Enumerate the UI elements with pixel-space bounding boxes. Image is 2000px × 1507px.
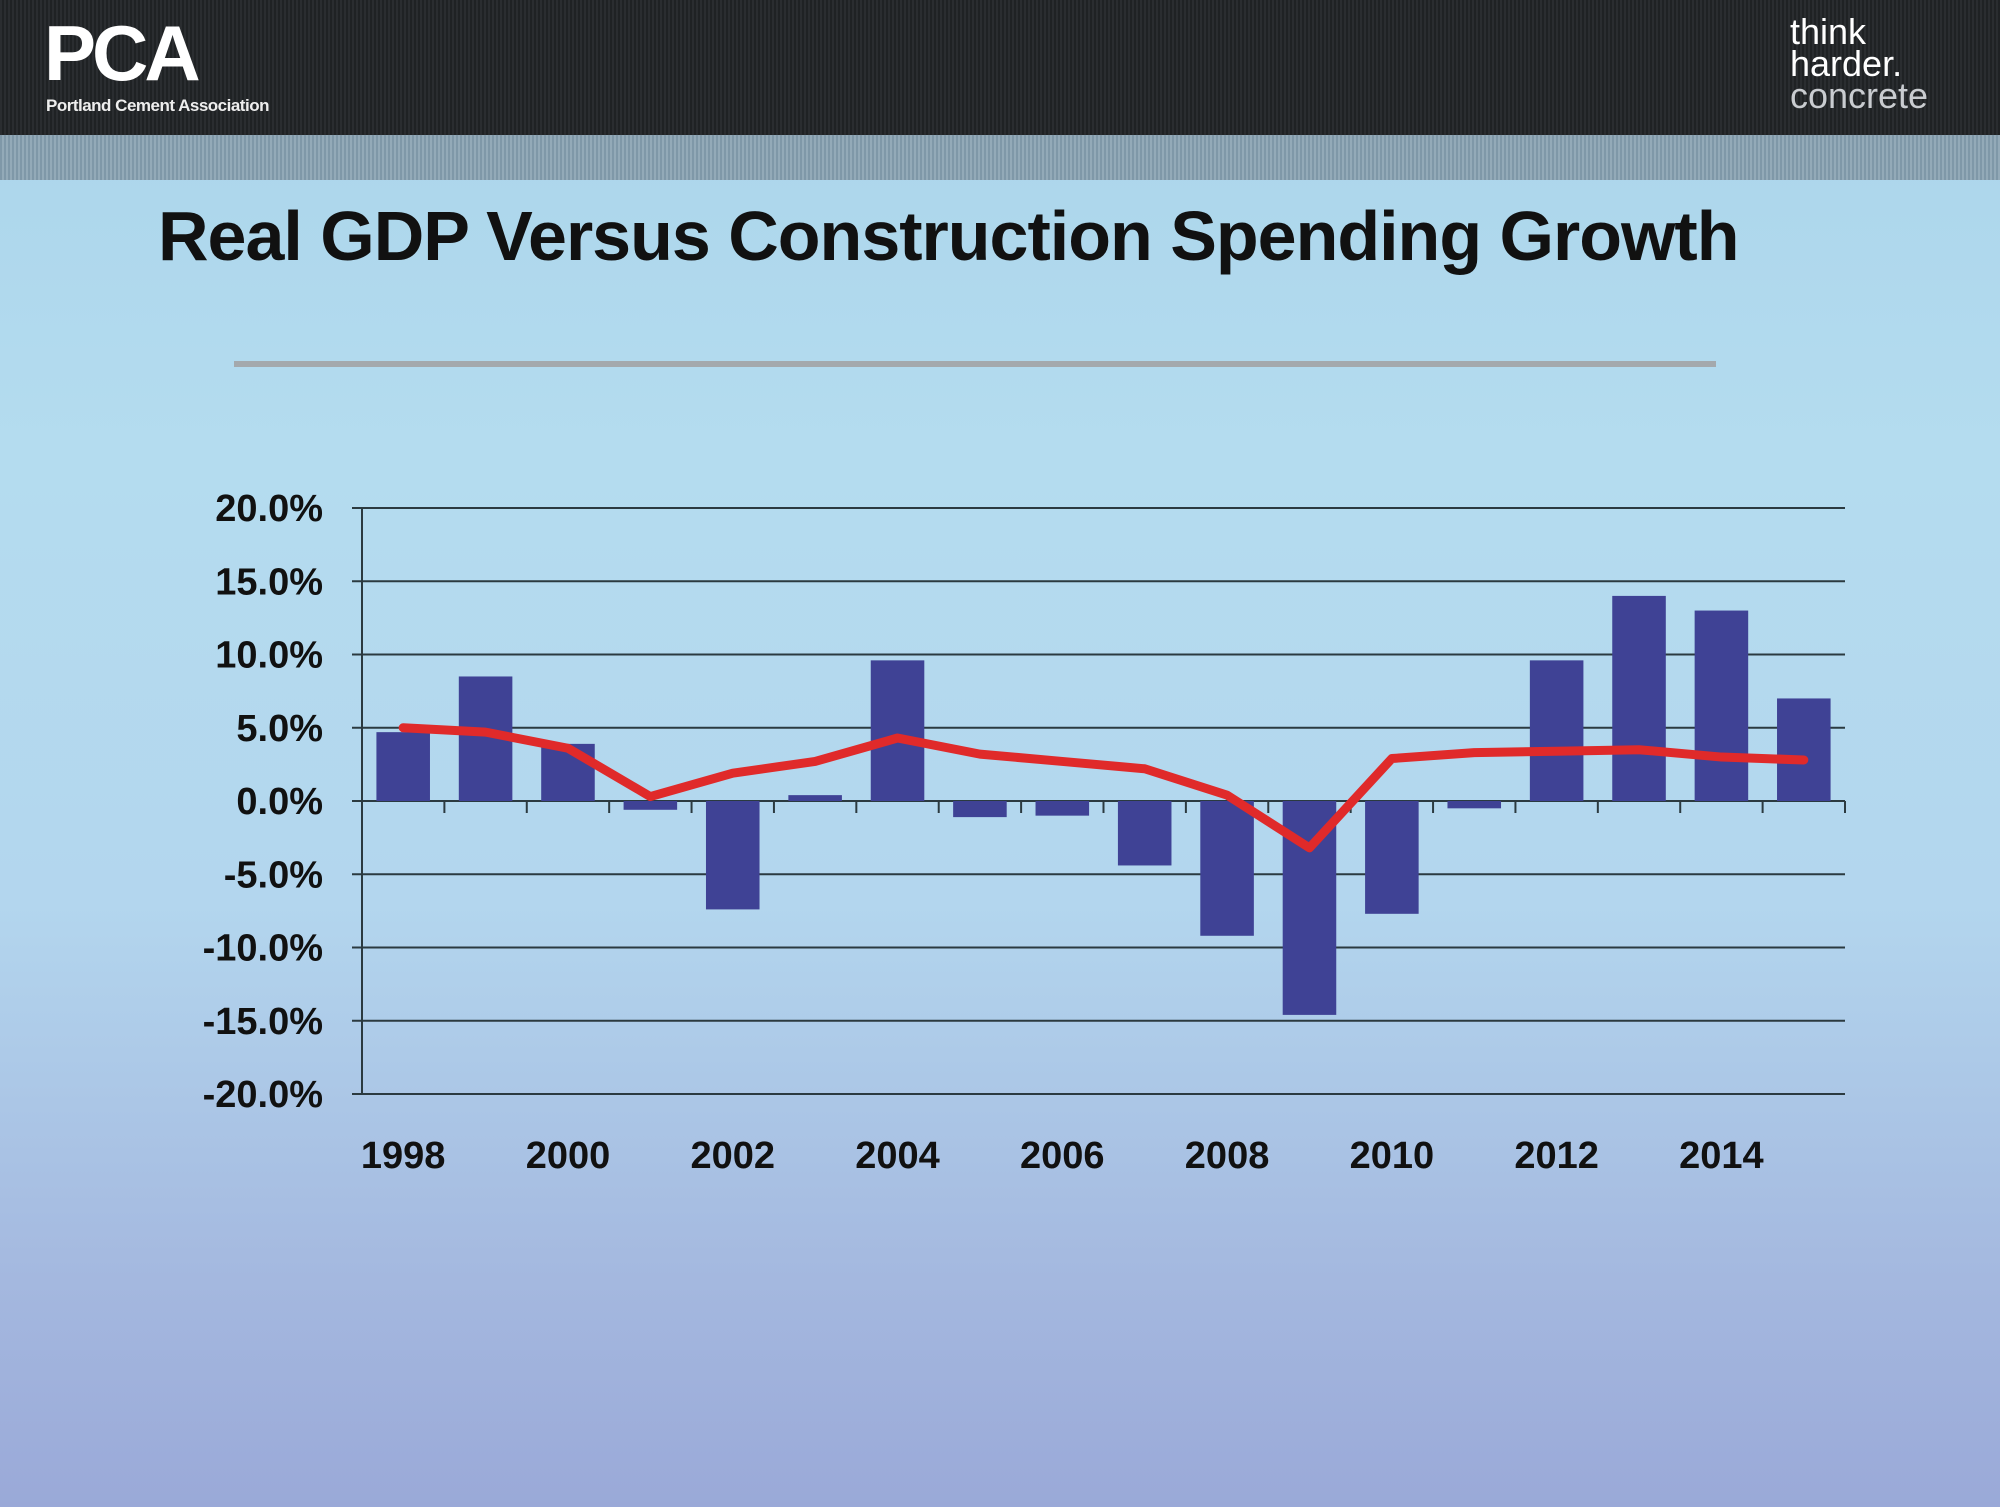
header-band: [0, 135, 2000, 180]
y-tick-label: -5.0%: [224, 854, 323, 896]
tagline-line: harder.: [1790, 43, 1903, 84]
bar-2008: [1200, 801, 1254, 936]
y-tick-label: 15.0%: [215, 561, 323, 603]
x-tick-label: 2010: [1350, 1135, 1435, 1177]
y-tick-label: -15.0%: [203, 1001, 323, 1043]
bar-2005: [953, 801, 1007, 818]
bar-1998: [376, 732, 430, 801]
x-tick-label: 2000: [526, 1135, 611, 1177]
x-tick-label: 2004: [855, 1135, 940, 1177]
bar-2006: [1035, 801, 1090, 816]
y-tick-label: 5.0%: [236, 708, 323, 750]
y-tick-label: -10.0%: [203, 928, 323, 970]
bar-2004: [870, 660, 925, 801]
slide-title: Real GDP Versus Construction Spending Gr…: [158, 197, 1739, 275]
bar-2013: [1612, 595, 1666, 801]
y-tick-label: 20.0%: [215, 488, 323, 530]
x-tick-label: 2002: [690, 1135, 775, 1177]
bar-2007: [1117, 801, 1172, 866]
y-tick-label: 10.0%: [215, 635, 323, 677]
bar-2015: [1777, 698, 1831, 801]
pca-logo-subtitle: Portland Cement Association: [46, 96, 269, 115]
tagline-line: concrete: [1790, 75, 1929, 116]
tagline-logo: think harder. concrete: [1790, 11, 1929, 116]
bar-2001: [623, 801, 678, 810]
line-series: [398, 723, 1809, 853]
x-tick-label: 2006: [1020, 1135, 1105, 1177]
x-tick-label: 2008: [1185, 1135, 1270, 1177]
tagline-line: think: [1790, 11, 1867, 52]
y-tick-label: -20.0%: [203, 1074, 323, 1116]
y-tick-label: 0.0%: [236, 781, 323, 823]
bar-2010: [1365, 801, 1419, 914]
header-bar: [0, 0, 2000, 135]
bar-2002: [705, 801, 760, 910]
x-tick-label: 2012: [1514, 1135, 1599, 1177]
x-tick-label: 2014: [1679, 1135, 1764, 1177]
x-tick-label: 1998: [361, 1135, 446, 1177]
bar-2014: [1694, 610, 1749, 801]
title-divider: [234, 361, 1716, 367]
bar-2011: [1447, 801, 1502, 809]
pca-logo: PCA: [44, 9, 201, 97]
bar-2003: [788, 795, 842, 801]
bar-2012: [1529, 660, 1584, 801]
